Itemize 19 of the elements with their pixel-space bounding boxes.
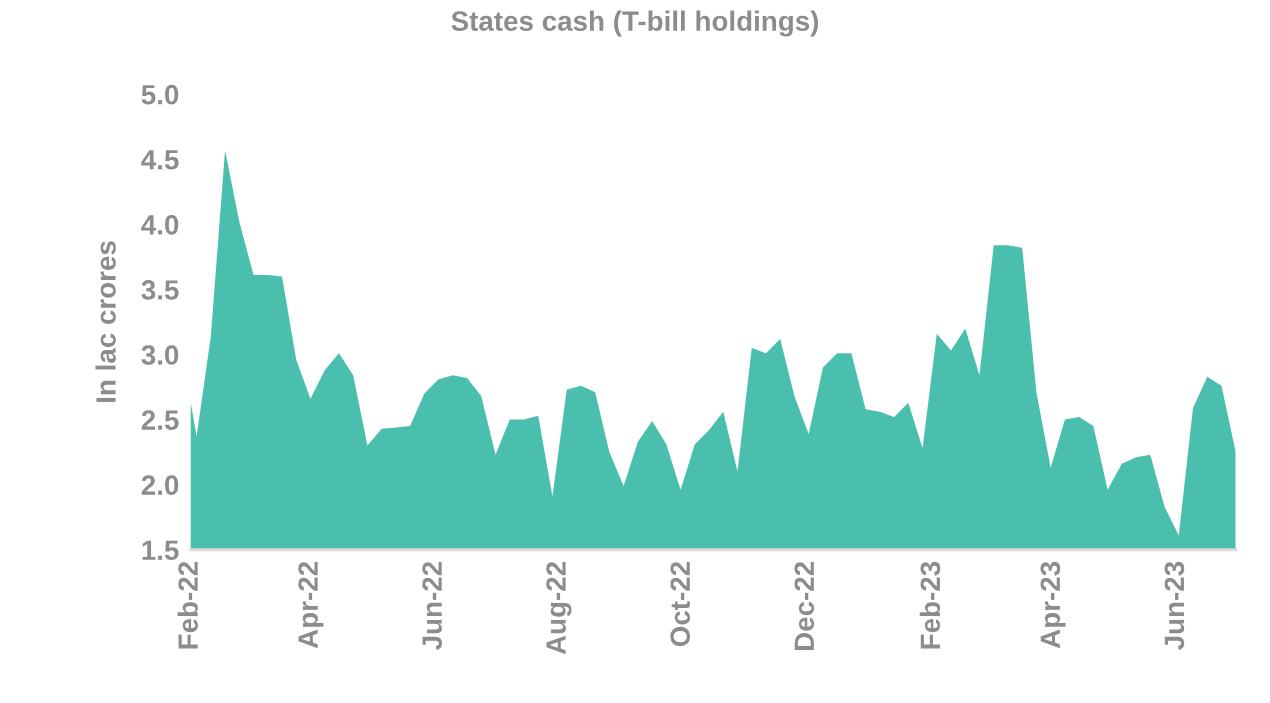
- y-tick-label: 2.5: [141, 410, 179, 430]
- x-tick-label: Apr-23: [1040, 561, 1066, 649]
- x-tick-label: Aug-22: [546, 561, 572, 655]
- y-tick-label: 3.0: [141, 345, 179, 365]
- x-tick-label: Feb-22: [177, 561, 198, 649]
- y-tick-label: 4.5: [141, 150, 179, 170]
- x-tick-label: Oct-22: [670, 561, 691, 647]
- y-tick-label: 1.5: [142, 540, 179, 561]
- x-tick-label: Feb-23: [919, 561, 941, 649]
- x-tick-label: Dec-22: [794, 561, 815, 651]
- x-tick-label: Jun-23: [1164, 561, 1185, 650]
- y-tick-label: 5.0: [141, 84, 179, 105]
- y-tick-label: 3.5: [141, 280, 179, 300]
- x-tick-label: Apr-22: [298, 561, 324, 649]
- y-tick-label: 4.0: [141, 215, 179, 235]
- y-axis-title: In lac crores: [95, 241, 116, 402]
- y-tick-label: 2.0: [141, 475, 179, 496]
- x-tick-label: Jun-22: [422, 561, 442, 650]
- chart-title: States cash (T-bill holdings): [451, 10, 819, 37]
